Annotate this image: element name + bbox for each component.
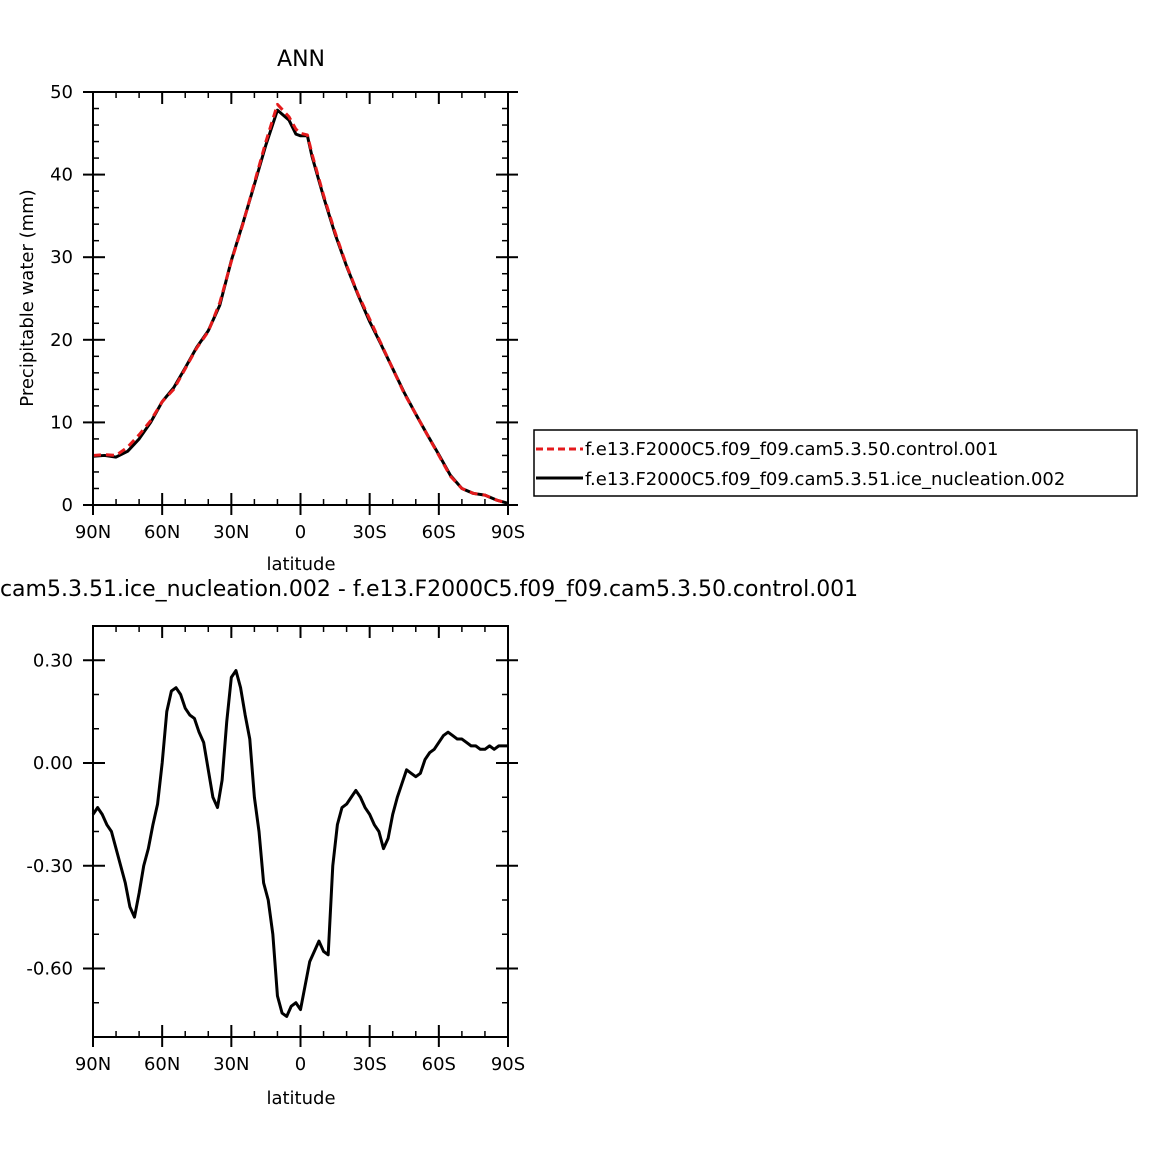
y-tick-label: 20 [50,330,73,351]
y-tick-label: 50 [50,82,73,103]
x-tick-label: 90S [491,1054,525,1075]
y-tick-label: 0.00 [33,753,73,774]
legend: f.e13.F2000C5.f09_f09.cam5.3.50.control.… [533,429,1138,497]
series-line [91,669,508,1018]
legend-label-ice-nucleation: f.e13.F2000C5.f09_f09.cam5.3.51.ice_nucl… [585,469,1065,490]
x-tick-label: 90N [75,522,111,543]
x-tick-label: 30S [352,522,386,543]
x-tick-label: 60N [144,1054,180,1075]
y-tick-label: 30 [50,247,73,268]
series-group [91,669,508,1018]
x-tick-label: 0 [295,522,306,543]
y-tick-label: 0.30 [33,650,73,671]
x-tick-label: 60S [422,1054,456,1075]
y-tick-label: 0 [62,495,73,516]
x-tick-label: 60S [422,522,456,543]
y-axis-label: Precipitable water (mm) [17,189,38,406]
x-axis-label: latitude [266,1088,335,1109]
tick-labels: 90N 60N 30N 0 30S 60S 90S 0.30 0.00 -0.30 -0.60 [26,650,525,1075]
axis-ticks [83,625,518,1047]
legend-box [533,429,1138,497]
x-axis-label: latitude [266,554,335,575]
panel-difference: f.e13.F2000C5.f09_f09.cam5.3.51.ice_nucl… [0,577,858,1109]
x-tick-label: 0 [295,1054,306,1075]
x-tick-label: 30N [213,522,249,543]
y-tick-label: 40 [50,165,73,186]
series-line [92,102,509,505]
axis-ticks [83,91,518,515]
panel-title: ANN [277,47,325,72]
plot-frame [92,91,509,506]
legend-label-control: f.e13.F2000C5.f09_f09.cam5.3.50.control.… [585,439,998,460]
panel-precipitable-water: ANN 90N 60N 30N 0 30S 60S 90S 0 10 20 30 40 50 latit… [17,47,1138,575]
y-tick-label: -0.60 [26,959,73,980]
tick-labels: 90N 60N 30N 0 30S 60S 90S 0 10 20 30 40 50 [50,82,525,543]
y-tick-label: -0.30 [26,856,73,877]
series-line [92,108,509,505]
x-tick-label: 60N [144,522,180,543]
x-tick-label: 30S [352,1054,386,1075]
panel-title: f.e13.F2000C5.f09_f09.cam5.3.51.ice_nucl… [0,577,858,602]
y-tick-label: 10 [50,412,73,433]
x-tick-label: 30N [213,1054,249,1075]
plot-frame [92,625,509,1038]
x-tick-label: 90N [75,1054,111,1075]
series-group [92,102,509,505]
x-tick-label: 90S [491,522,525,543]
